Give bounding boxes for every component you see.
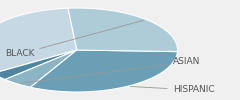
Text: BLACK: BLACK — [5, 20, 144, 58]
Text: HISPANIC: HISPANIC — [130, 86, 214, 94]
Wedge shape — [0, 50, 77, 80]
Text: WHITE: WHITE — [0, 99, 1, 100]
Wedge shape — [68, 8, 178, 52]
Text: A.I.: A.I. — [0, 99, 1, 100]
Wedge shape — [30, 50, 178, 92]
Wedge shape — [5, 50, 77, 87]
Text: ASIAN: ASIAN — [20, 57, 200, 84]
Wedge shape — [0, 8, 77, 73]
